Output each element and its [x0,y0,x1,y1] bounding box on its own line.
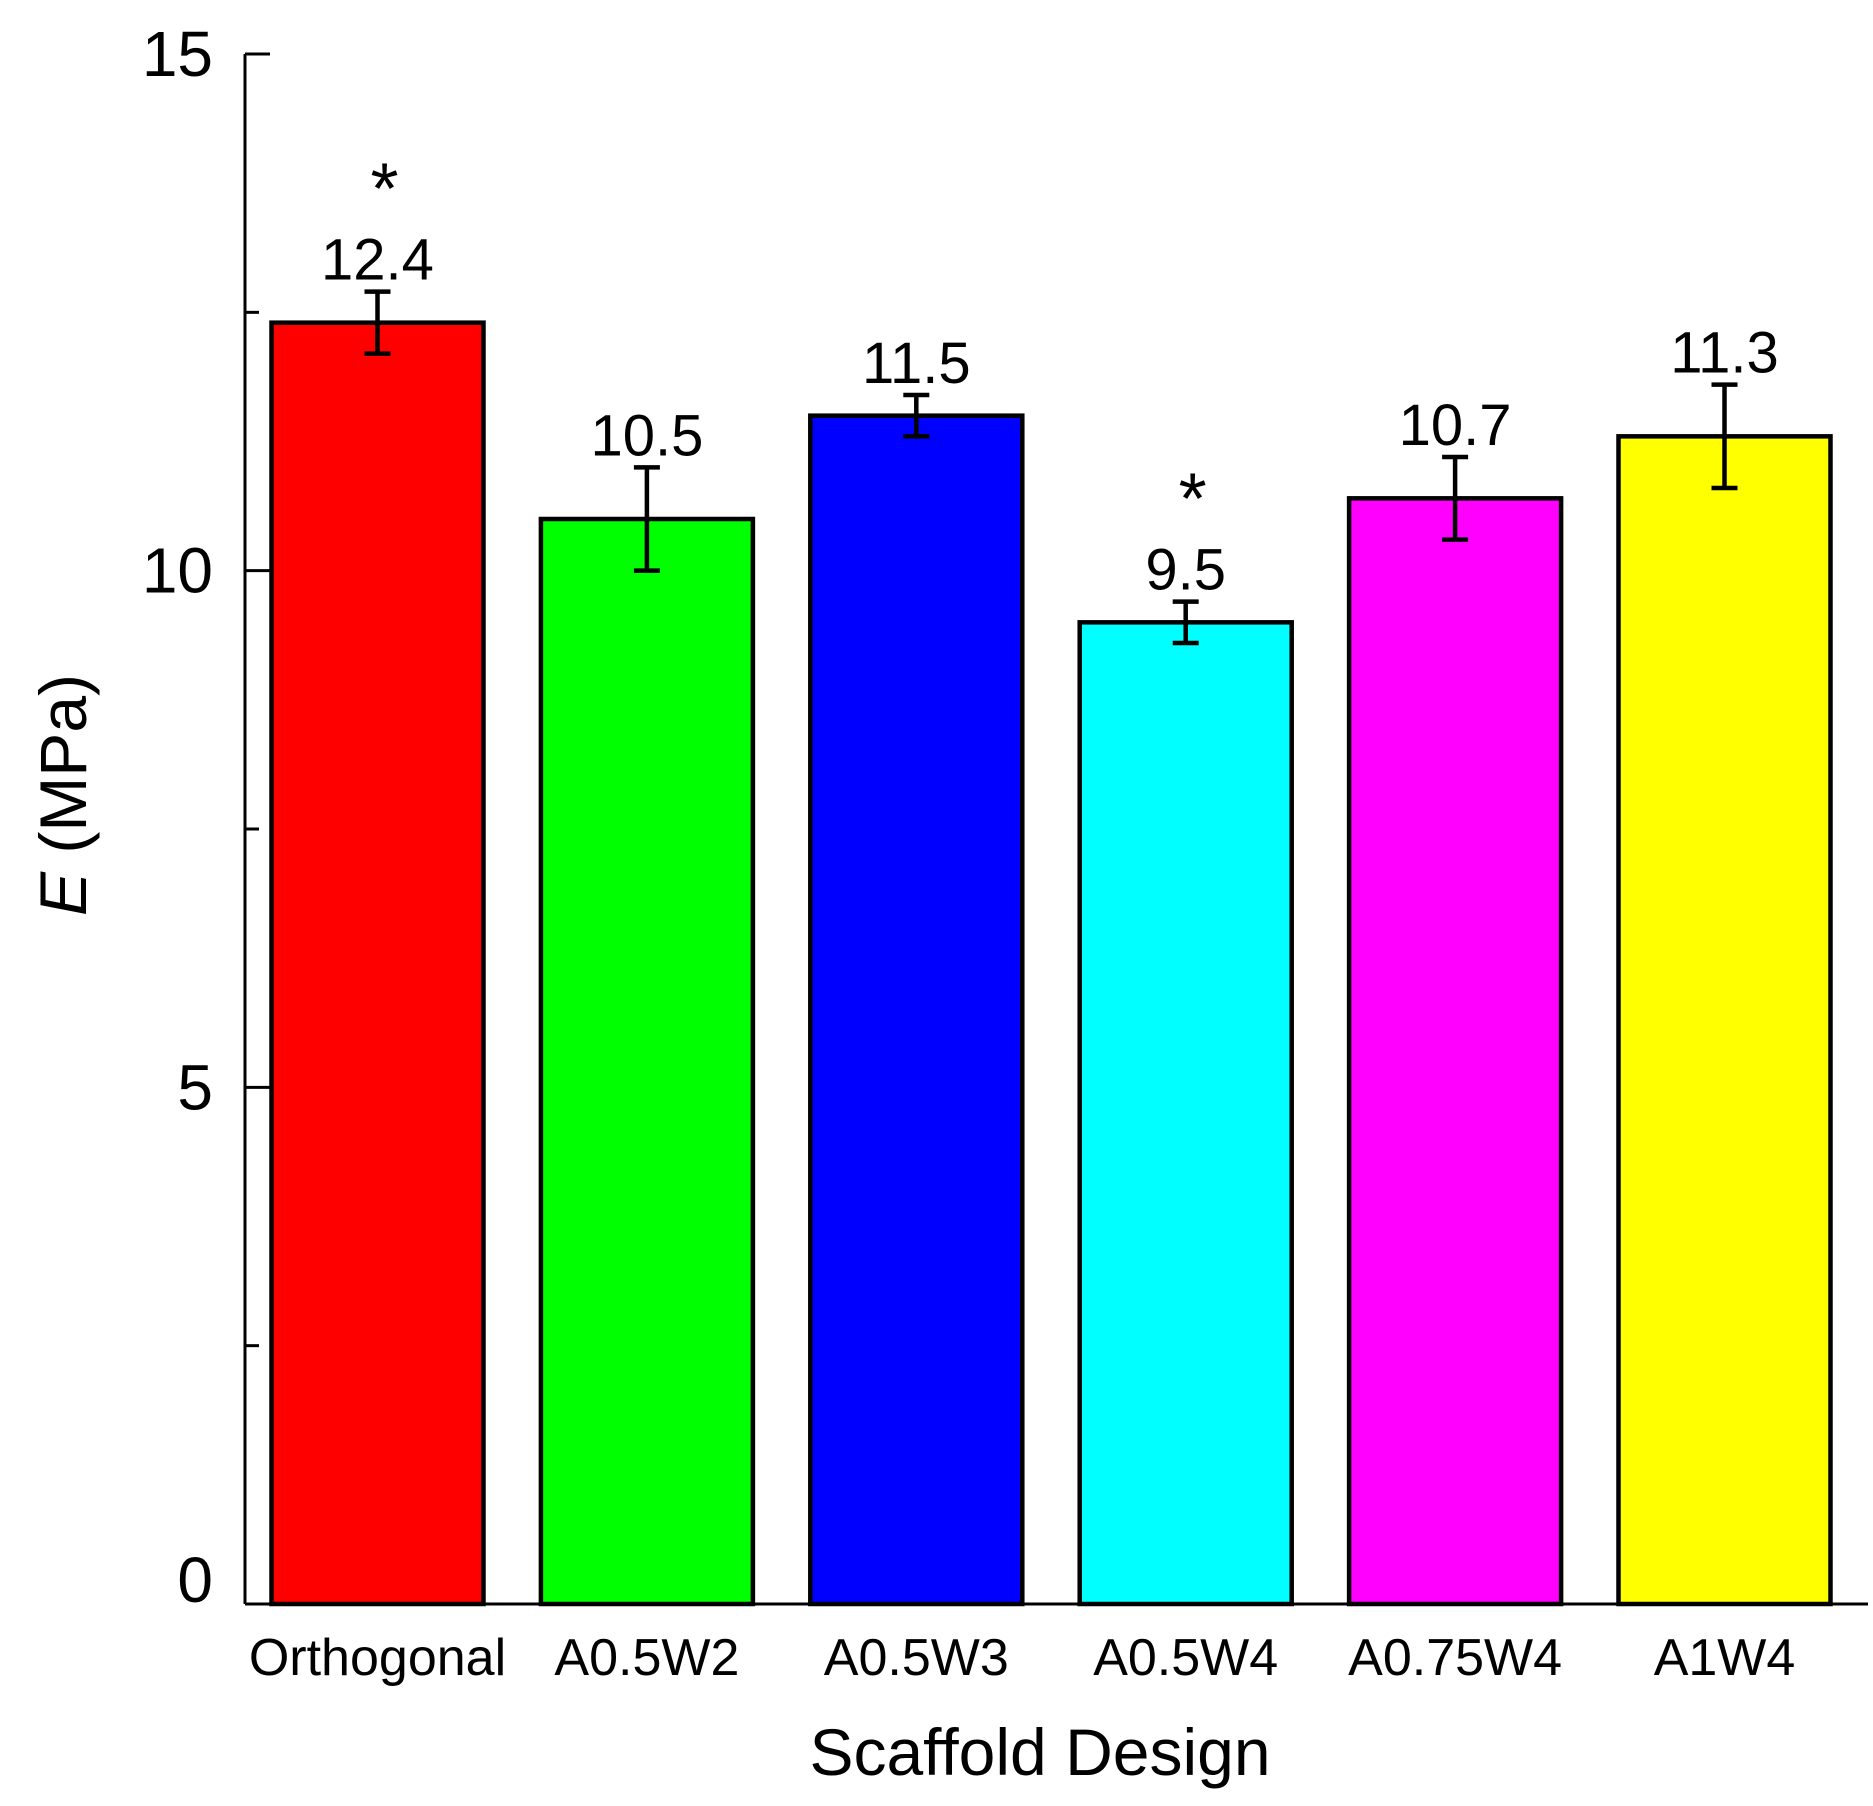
y-tick-label: 10 [142,535,213,607]
value-label: 12.4 [321,228,434,293]
value-label: 11.5 [862,331,971,396]
bar-orthogonal [269,320,486,1607]
x-tick-label: A0.5W2 [554,1629,739,1687]
x-axis-title: Scaffold Design [809,1715,1270,1789]
value-label: 11.3 [1670,321,1779,386]
error-bars-layer [364,289,1738,646]
y-axis-title: E (MPa) [26,674,100,916]
y-axis-symbol: E [26,871,100,916]
y-tick-label: 5 [177,1051,213,1123]
bar-a1w4 [1616,434,1833,1607]
bars-layer [269,320,1833,1607]
bar-a0-75w4 [1346,496,1564,1607]
x-tick-label: Orthogonal [249,1629,506,1687]
x-tick-label: A0.75W4 [1348,1629,1562,1687]
axes-layer [243,52,1868,1606]
y-axis-unit: (MPa) [26,674,100,872]
y-tick-label: 15 [142,18,213,90]
x-tick-label: A1W4 [1654,1629,1796,1687]
bar-a0-5w2 [538,516,756,1607]
value-label: 10.5 [590,403,703,468]
significance-asterisk: * [1179,460,1207,540]
significance-asterisk: * [370,150,398,230]
value-label: 9.5 [1145,538,1226,603]
y-tick-label: 0 [177,1544,213,1616]
x-tick-label: A0.5W4 [1093,1629,1278,1687]
bar-a0-5w4 [1077,620,1294,1607]
bar-a0-5w3 [808,413,1025,1607]
labels-layer: 12.4*Orthogonal10.5A0.5W211.5A0.5W39.5*A… [26,18,1795,1789]
x-tick-label: A0.5W3 [824,1629,1009,1687]
value-label: 10.7 [1399,393,1512,458]
